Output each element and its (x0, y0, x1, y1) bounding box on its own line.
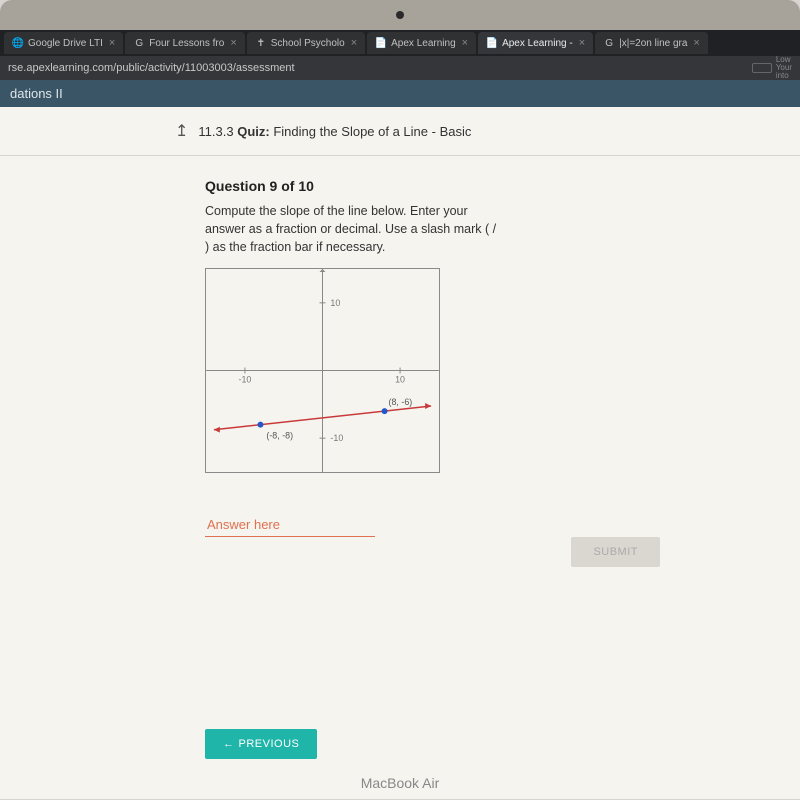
tab-favicon-icon: 📄 (375, 37, 387, 49)
graph-svg: -10 10 -10 10 (-8, -8) (8, -6) (206, 269, 439, 472)
svg-text:10: 10 (330, 298, 340, 308)
main-content: ↥ 11.3.3 Quiz: Finding the Slope of a Li… (0, 107, 800, 799)
svg-text:-10: -10 (238, 375, 251, 385)
url-bar: rse.apexlearning.com/public/activity/110… (0, 56, 800, 80)
close-icon[interactable]: × (351, 37, 357, 49)
tab-label: Apex Learning (391, 38, 456, 49)
svg-text:10: 10 (395, 375, 405, 385)
question-text: Compute the slope of the line below. Ent… (205, 202, 500, 256)
browser-tab[interactable]: ✝ School Psycholo × (247, 32, 365, 54)
back-arrow-icon[interactable]: ↥ (175, 121, 188, 141)
tab-favicon-icon: G (133, 37, 145, 49)
quiz-title: 11.3.3 Quiz: Finding the Slope of a Line… (198, 124, 471, 139)
previous-button[interactable]: ← PREVIOUS (205, 729, 317, 759)
close-icon[interactable]: × (109, 37, 115, 49)
browser-tabs-row: 🌐 Google Drive LTI × G Four Lessons fro × ✝ Sch… (0, 30, 800, 56)
tab-favicon-icon: G (603, 37, 615, 49)
browser-tab[interactable]: G Four Lessons fro × (125, 32, 244, 54)
tab-label: Four Lessons fro (149, 38, 224, 49)
question-number: Question 9 of 10 (205, 178, 500, 194)
laptop-bezel (0, 0, 800, 30)
quiz-header: ↥ 11.3.3 Quiz: Finding the Slope of a Li… (0, 107, 800, 156)
url-text: rse.apexlearning.com/public/activity/110… (8, 62, 295, 74)
submit-button[interactable]: SUBMIT (571, 537, 660, 567)
tab-favicon-icon: ✝ (255, 37, 267, 49)
close-icon[interactable]: × (579, 37, 585, 49)
laptop-label: MacBook Air (361, 775, 440, 791)
answer-row (205, 513, 500, 537)
svg-text:-10: -10 (330, 434, 343, 444)
course-title-bar: dations II (0, 80, 800, 107)
tab-favicon-icon: 📄 (486, 37, 498, 49)
tab-favicon-icon: 🌐 (12, 37, 24, 49)
browser-tab[interactable]: 🌐 Google Drive LTI × (4, 32, 123, 54)
slope-graph: -10 10 -10 10 (-8, -8) (8, -6) (205, 268, 440, 473)
tab-label: School Psycholo (271, 38, 345, 49)
battery-status: Low Your into (752, 56, 792, 80)
browser-tab[interactable]: 📄 Apex Learning × (367, 32, 476, 54)
close-icon[interactable]: × (693, 37, 699, 49)
battery-icon (752, 63, 772, 73)
tab-label: Google Drive LTI (28, 38, 103, 49)
question-container: Question 9 of 10 Compute the slope of th… (0, 156, 500, 537)
svg-text:(-8, -8): (-8, -8) (266, 431, 293, 441)
browser-tab[interactable]: 📄 Apex Learning - × (478, 32, 593, 54)
camera-dot (396, 11, 404, 19)
close-icon[interactable]: × (462, 37, 468, 49)
answer-input[interactable] (205, 513, 375, 537)
arrow-left-icon: ← (223, 738, 235, 750)
close-icon[interactable]: × (230, 37, 236, 49)
tab-label: Apex Learning - (502, 38, 573, 49)
svg-text:(8, -6): (8, -6) (389, 398, 413, 408)
tab-label: |x|=2on line gra (619, 38, 687, 49)
browser-tab[interactable]: G |x|=2on line gra × (595, 32, 708, 54)
